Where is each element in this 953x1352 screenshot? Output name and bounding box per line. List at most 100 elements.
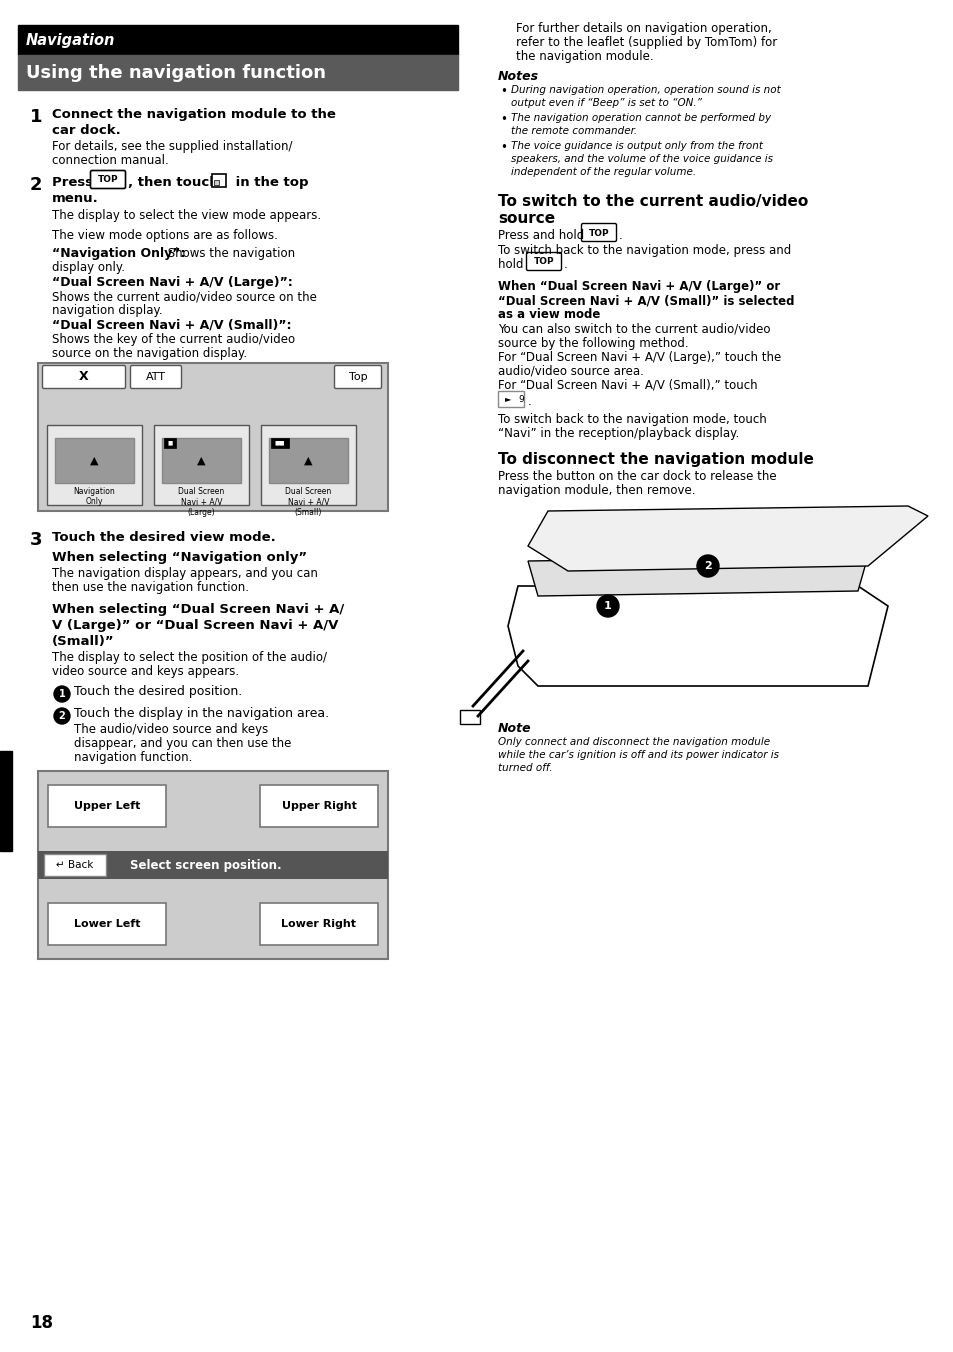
Circle shape	[697, 556, 719, 577]
Text: 18: 18	[30, 1314, 53, 1332]
Text: The navigation operation cannot be performed by: The navigation operation cannot be perfo…	[511, 114, 770, 123]
Text: “Dual Screen Navi + A/V (Small)”:: “Dual Screen Navi + A/V (Small)”:	[52, 319, 292, 333]
Text: To switch back to the navigation mode, touch: To switch back to the navigation mode, t…	[497, 412, 766, 426]
Text: For details, see the supplied installation/: For details, see the supplied installati…	[52, 141, 293, 153]
Text: source: source	[497, 211, 555, 226]
Text: Press: Press	[52, 176, 97, 189]
Text: “Navi” in the reception/playback display.: “Navi” in the reception/playback display…	[497, 427, 739, 439]
Text: as a view mode: as a view mode	[497, 308, 599, 320]
Text: TOP: TOP	[533, 257, 554, 266]
FancyBboxPatch shape	[526, 253, 561, 270]
Polygon shape	[527, 506, 927, 571]
Text: Dual Screen
Navi + A/V
(Large): Dual Screen Navi + A/V (Large)	[178, 487, 224, 516]
Text: The display to select the view mode appears.: The display to select the view mode appe…	[52, 210, 321, 222]
Text: When selecting “Navigation only”: When selecting “Navigation only”	[52, 552, 307, 564]
Polygon shape	[507, 585, 887, 685]
Text: output even if “Beep” is set to “ON.”: output even if “Beep” is set to “ON.”	[511, 97, 701, 108]
Bar	[269, 438, 348, 483]
Text: To switch back to the navigation mode, press and: To switch back to the navigation mode, p…	[497, 243, 790, 257]
Bar	[459, 710, 479, 725]
Bar	[18, 55, 457, 91]
Bar	[260, 786, 377, 827]
Polygon shape	[527, 556, 867, 596]
Text: .: .	[618, 228, 622, 242]
Text: You can also switch to the current audio/video: You can also switch to the current audio…	[497, 323, 770, 337]
Text: Touch the desired position.: Touch the desired position.	[74, 685, 242, 698]
Text: To disconnect the navigation module: To disconnect the navigation module	[497, 452, 813, 466]
Text: (Small)”: (Small)”	[52, 635, 114, 648]
Text: Press the button on the car dock to release the: Press the button on the car dock to rele…	[497, 470, 776, 483]
Bar	[55, 438, 133, 483]
Text: Lower Right: Lower Right	[281, 919, 356, 929]
Bar	[38, 362, 388, 511]
Text: TOP: TOP	[588, 228, 609, 238]
Text: During navigation operation, operation sound is not: During navigation operation, operation s…	[511, 85, 780, 95]
Bar	[18, 24, 457, 55]
FancyBboxPatch shape	[581, 223, 616, 242]
Text: The navigation display appears, and you can: The navigation display appears, and you …	[52, 566, 317, 580]
Text: 1: 1	[603, 602, 611, 611]
Text: X: X	[79, 370, 89, 384]
Text: “Dual Screen Navi + A/V (Large)”:: “Dual Screen Navi + A/V (Large)”:	[52, 276, 293, 289]
Text: video source and keys appears.: video source and keys appears.	[52, 665, 239, 677]
Text: Shows the navigation: Shows the navigation	[164, 247, 294, 260]
Text: Lower Left: Lower Left	[73, 919, 140, 929]
Text: The display to select the position of the audio/: The display to select the position of th…	[52, 652, 327, 664]
Text: hold: hold	[497, 258, 527, 270]
Text: source on the navigation display.: source on the navigation display.	[52, 347, 247, 360]
Text: Shows the current audio/video source on the: Shows the current audio/video source on …	[52, 289, 316, 303]
Text: the navigation module.: the navigation module.	[516, 50, 653, 64]
Bar	[47, 425, 142, 506]
Bar	[162, 438, 241, 483]
Text: Navigation: Navigation	[26, 32, 115, 47]
FancyBboxPatch shape	[335, 365, 381, 388]
Bar	[213, 180, 219, 185]
Text: in the top: in the top	[231, 176, 308, 189]
Text: display only.: display only.	[52, 261, 125, 274]
Text: independent of the regular volume.: independent of the regular volume.	[511, 168, 696, 177]
Text: To switch to the current audio/video: To switch to the current audio/video	[497, 193, 807, 210]
Text: disappear, and you can then use the: disappear, and you can then use the	[74, 737, 291, 750]
Text: connection manual.: connection manual.	[52, 154, 169, 168]
Text: Touch the display in the navigation area.: Touch the display in the navigation area…	[74, 707, 329, 721]
Text: navigation function.: navigation function.	[74, 750, 193, 764]
Text: ■: ■	[167, 441, 172, 446]
Text: 2: 2	[703, 561, 711, 571]
Text: Connect the navigation module to the: Connect the navigation module to the	[52, 108, 335, 120]
Text: ■■: ■■	[274, 441, 285, 446]
Text: ATT: ATT	[146, 372, 166, 383]
Text: V (Large)” or “Dual Screen Navi + A/V: V (Large)” or “Dual Screen Navi + A/V	[52, 619, 338, 631]
Text: The audio/video source and keys: The audio/video source and keys	[74, 723, 268, 735]
Text: car dock.: car dock.	[52, 124, 121, 137]
Text: TOP: TOP	[97, 174, 118, 184]
FancyBboxPatch shape	[43, 365, 126, 388]
Text: Select screen position.: Select screen position.	[130, 859, 281, 872]
Text: 2: 2	[58, 711, 66, 721]
Text: 1: 1	[30, 108, 43, 126]
Text: navigation module, then remove.: navigation module, then remove.	[497, 484, 695, 498]
Bar	[38, 850, 388, 879]
Text: Shows the key of the current audio/video: Shows the key of the current audio/video	[52, 333, 294, 346]
Text: ►: ►	[504, 395, 511, 403]
Text: menu.: menu.	[52, 192, 99, 206]
Bar	[44, 854, 106, 876]
Text: •: •	[499, 141, 506, 154]
Text: 2: 2	[30, 176, 43, 193]
Circle shape	[597, 595, 618, 617]
Text: For “Dual Screen Navi + A/V (Small),” touch: For “Dual Screen Navi + A/V (Small),” to…	[497, 379, 757, 392]
FancyBboxPatch shape	[131, 365, 181, 388]
Text: Press and hold: Press and hold	[497, 228, 587, 242]
Text: “Dual Screen Navi + A/V (Small)” is selected: “Dual Screen Navi + A/V (Small)” is sele…	[497, 293, 794, 307]
Bar	[0, 750, 12, 850]
Text: the remote commander.: the remote commander.	[511, 126, 637, 137]
Text: ↵ Back: ↵ Back	[56, 860, 93, 869]
Text: ▲: ▲	[91, 456, 99, 465]
Bar	[271, 438, 289, 448]
Text: source by the following method.: source by the following method.	[497, 337, 688, 350]
Text: Navigation
Only: Navigation Only	[73, 487, 115, 507]
Text: 3: 3	[30, 531, 43, 549]
Text: 9: 9	[517, 395, 523, 403]
Text: .: .	[563, 258, 567, 270]
Text: For “Dual Screen Navi + A/V (Large),” touch the: For “Dual Screen Navi + A/V (Large),” to…	[497, 352, 781, 364]
Text: The voice guidance is output only from the front: The voice guidance is output only from t…	[511, 141, 762, 151]
